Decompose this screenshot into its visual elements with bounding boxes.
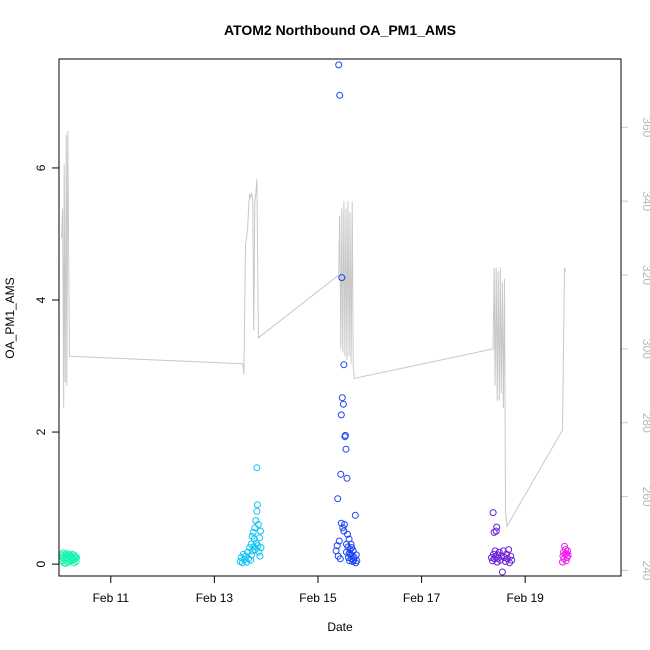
y-tick-label: 2 xyxy=(34,428,48,435)
data-point xyxy=(343,540,350,548)
data-point xyxy=(339,524,347,532)
right-y-tick-label: 240 xyxy=(640,560,650,580)
data-point xyxy=(253,464,261,472)
data-point xyxy=(489,509,497,517)
data-point xyxy=(249,528,257,536)
data-point xyxy=(564,547,572,555)
data-point xyxy=(256,552,264,560)
y-tick-label: 4 xyxy=(34,296,48,303)
right-y-tick-label: 280 xyxy=(640,413,650,433)
data-point xyxy=(341,431,349,439)
series-2 xyxy=(332,61,361,567)
data-point xyxy=(73,554,81,561)
series-1 xyxy=(236,464,265,567)
data-point xyxy=(351,511,359,519)
data-point xyxy=(338,394,346,402)
data-point xyxy=(72,558,80,565)
x-tick-label: Feb 13 xyxy=(196,591,234,605)
data-point xyxy=(340,361,348,369)
data-point xyxy=(334,495,342,503)
secondary-series-line xyxy=(61,130,567,528)
y-tick-label: 6 xyxy=(34,164,48,171)
right-y-tick-label: 360 xyxy=(640,117,650,137)
data-point xyxy=(256,534,263,542)
data-point xyxy=(253,501,261,509)
right-y-tick-label: 260 xyxy=(640,487,650,507)
data-point xyxy=(346,546,354,554)
data-point xyxy=(253,507,261,515)
data-point xyxy=(335,61,343,69)
data-point xyxy=(248,551,256,559)
data-point xyxy=(250,535,258,543)
x-tick-label: Feb 17 xyxy=(403,591,441,605)
data-point xyxy=(257,544,265,552)
data-point xyxy=(247,556,255,564)
series-0 xyxy=(58,549,81,567)
data-point xyxy=(498,568,506,576)
data-point xyxy=(257,527,264,535)
data-point xyxy=(495,548,503,556)
data-point xyxy=(348,544,356,552)
data-point xyxy=(336,555,344,563)
data-point xyxy=(340,527,348,535)
right-y-tick-label: 300 xyxy=(640,339,650,359)
data-point xyxy=(333,542,341,550)
data-point xyxy=(347,540,355,548)
data-point xyxy=(254,521,262,528)
data-point xyxy=(507,552,515,560)
data-point xyxy=(343,474,351,482)
data-point xyxy=(349,558,357,565)
data-point xyxy=(345,550,353,558)
data-point xyxy=(338,274,346,282)
data-point xyxy=(337,519,345,527)
x-tick-label: Feb 11 xyxy=(93,591,130,605)
data-point xyxy=(508,556,516,564)
plot-frame xyxy=(58,58,622,577)
right-y-tick-label: 340 xyxy=(640,191,650,211)
data-point xyxy=(337,411,345,419)
chart-title: ATOM2 Northbound OA_PM1_AMS xyxy=(224,22,456,38)
data-point xyxy=(564,552,572,559)
right-y-tick-label: 320 xyxy=(640,265,650,285)
data-point xyxy=(339,400,347,408)
right-axis-line xyxy=(61,130,567,528)
series-3 xyxy=(488,509,516,576)
data-point xyxy=(336,91,344,99)
axes: Feb 11 Feb 13 Feb 15 Feb 17 Feb 19 0 2 4 6 240 260… xyxy=(34,117,650,605)
x-tick-label: Feb 15 xyxy=(299,591,337,605)
y-tick-label: 0 xyxy=(34,560,48,567)
data-point xyxy=(337,470,345,478)
data-point xyxy=(492,527,500,535)
data-point xyxy=(335,537,343,545)
data-point xyxy=(353,557,361,565)
scatter-points xyxy=(58,61,572,576)
data-point xyxy=(505,546,513,554)
data-point xyxy=(489,557,496,565)
y-axis-label: OA_PM1_AMS xyxy=(3,277,17,358)
data-point xyxy=(493,523,501,531)
data-point xyxy=(340,521,348,528)
data-point xyxy=(562,546,570,554)
data-point xyxy=(342,445,350,453)
series-4 xyxy=(559,542,572,566)
x-tick-label: Feb 19 xyxy=(506,591,544,605)
data-point xyxy=(239,550,247,558)
x-axis-label: Date xyxy=(327,620,353,634)
